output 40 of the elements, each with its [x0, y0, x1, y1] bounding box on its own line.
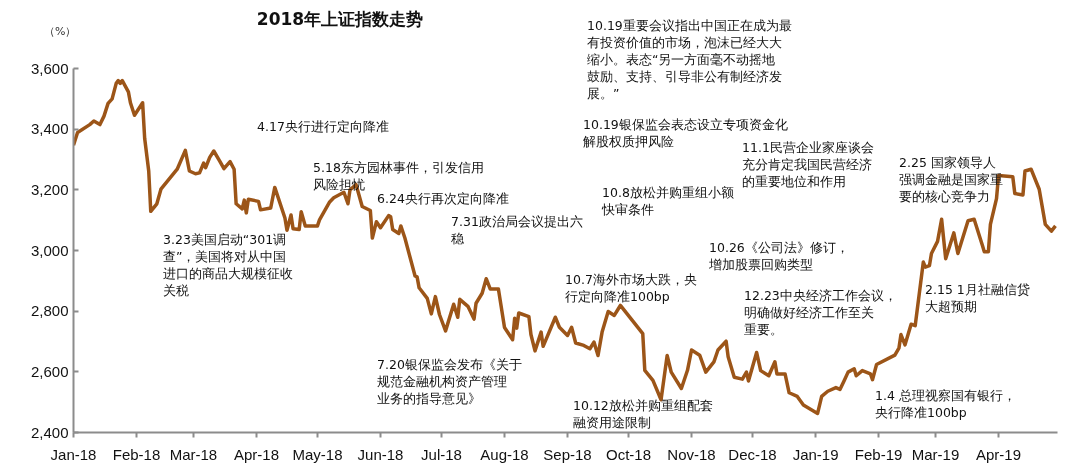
x-tick-label: Jan-18	[50, 445, 97, 463]
annotation: 7.20银保监会发布《关于规范金融机构资产管理业务的指导意见》	[377, 356, 522, 407]
annotation: 4.17央行进行定向降准	[257, 118, 389, 135]
annotation: 10.7海外市场大跌，央行定向降准100bp	[565, 271, 697, 305]
y-tick-label: 2,400	[30, 423, 69, 441]
annotation: 2.15 1月社融信贷大超预期	[925, 281, 1030, 315]
annotation: 5.18东方园林事件，引发信用风险担忧	[313, 160, 484, 192]
y-tick-label: 3,200	[30, 180, 69, 198]
x-tick-label: Oct-18	[606, 445, 652, 463]
x-tick-label: Sep-18	[543, 445, 592, 463]
annotation: 12.23中央经济工作会议，明确做好经济工作至关重要。	[744, 287, 897, 338]
x-tick-label: Feb-18	[112, 445, 161, 463]
x-tick-label: May-18	[292, 445, 343, 463]
x-tick-label: Apr-18	[233, 445, 279, 463]
annotation: 11.1民营企业家座谈会充分肯定我国民营经济的重要地位和作用	[742, 139, 874, 190]
chart-title: 2018年上证指数走势	[255, 8, 425, 31]
annotation: 10.12放松并购重组配套融资用途限制	[573, 397, 713, 431]
annotation: 7.31政治局会议提出六稳	[451, 213, 583, 247]
annotation: 6.24央行再次定向降准	[377, 190, 509, 207]
x-tick-label: Nov-18	[667, 445, 716, 463]
x-tick-label: Feb-19	[854, 445, 903, 463]
x-tick-label: Jun-18	[357, 445, 404, 463]
x-tick-label: Jul-18	[421, 445, 462, 463]
y-tick-label: 3,600	[30, 59, 69, 77]
annotation: 10.19重要会议指出中国正在成为最有投资价值的市场，泡沫已经大大缩小。表态“另一方面毫不动摇地鼓励、支持、引导非公有制经济发展。”	[587, 17, 792, 102]
y-tick-label: 3,000	[30, 241, 69, 259]
annotation: 10.26《公司法》修订，增加股票回购类型	[709, 239, 849, 273]
x-tick-label: Jan-19	[792, 445, 839, 463]
y-tick-label: 2,800	[30, 302, 69, 320]
x-tick-label: Apr-19	[976, 445, 1022, 463]
y-tick-label: 3,400	[30, 120, 69, 138]
x-tick-label: Mar-18	[169, 445, 218, 463]
x-tick-label: Dec-18	[728, 445, 777, 463]
y-tick-label: 2,600	[30, 362, 69, 380]
annotation: 1.4 总理视察国有银行，央行降准100bp	[875, 387, 1016, 421]
annotation: 3.23美国启动“301调查”，美国将对从中国进口的商品大规模征收关税	[163, 231, 293, 299]
annotation: 10.8放松并购重组小额快审条件	[602, 184, 734, 218]
x-tick-label: Mar-19	[911, 445, 960, 463]
y-axis-title: （%）	[44, 24, 77, 39]
x-tick-label: Aug-18	[480, 445, 529, 463]
